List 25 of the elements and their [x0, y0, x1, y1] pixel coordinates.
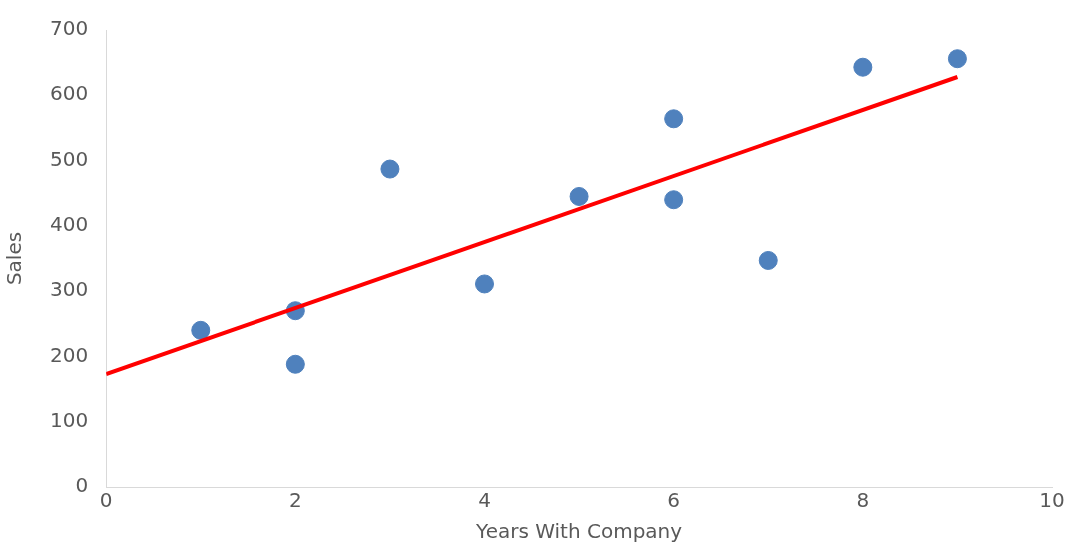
- y-tick-label: 700: [49, 16, 89, 41]
- y-tick-label: 100: [49, 407, 89, 432]
- point: [569, 186, 589, 206]
- x-tick-label: 4: [478, 488, 491, 513]
- x-tick-label: 8: [856, 488, 870, 513]
- point: [853, 57, 873, 77]
- point: [947, 49, 967, 69]
- point: [758, 250, 778, 270]
- y-tick-label: 600: [49, 81, 89, 106]
- y-tick-label: 300: [49, 277, 89, 302]
- y-tick-label: 400: [49, 212, 89, 237]
- point: [664, 109, 684, 129]
- point: [191, 320, 211, 340]
- y-axis-title: Sales: [2, 231, 27, 286]
- y-tick-label: 500: [49, 146, 89, 171]
- x-tick-label: 10: [1039, 488, 1065, 513]
- point: [380, 159, 400, 179]
- y-tick-label: 200: [49, 342, 89, 367]
- point: [285, 354, 305, 374]
- point: [475, 274, 494, 294]
- x-tick-label: 2: [288, 488, 302, 513]
- x-axis-title: Years With Company: [475, 519, 683, 544]
- x-tick-label: 0: [99, 488, 113, 513]
- x-tick-label: 6: [667, 488, 681, 513]
- point: [664, 190, 684, 210]
